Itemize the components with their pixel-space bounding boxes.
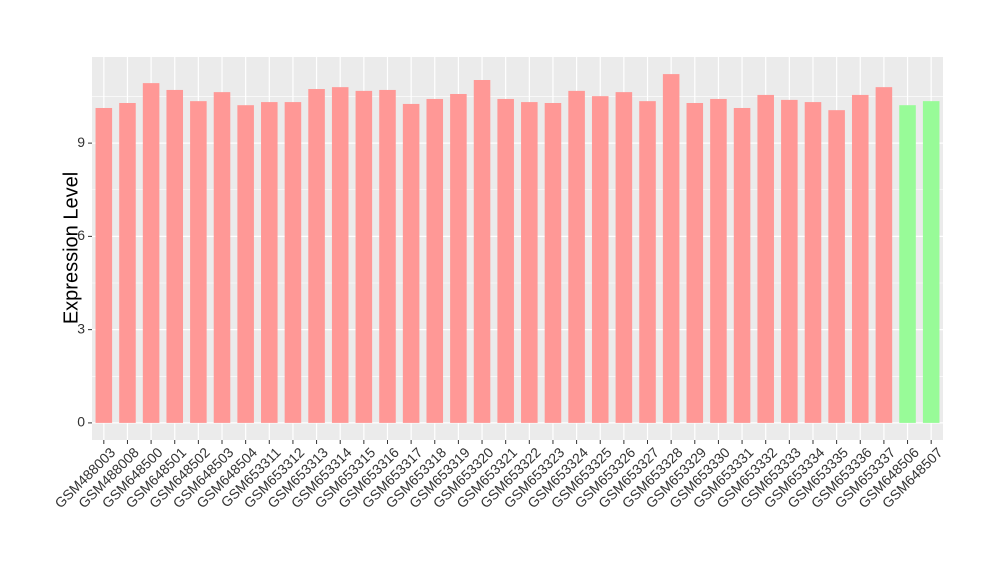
bar (261, 102, 278, 423)
bar (497, 98, 514, 423)
bar (757, 94, 774, 423)
bar (355, 90, 373, 423)
y-tick-label: 0 (77, 414, 85, 430)
bar (544, 103, 562, 423)
y-tick-label: 9 (77, 134, 85, 150)
bar (591, 96, 609, 423)
bar (426, 98, 444, 423)
bar (568, 90, 585, 423)
bars (95, 74, 940, 423)
bar (662, 74, 680, 423)
bar (402, 103, 420, 423)
bar (733, 107, 751, 423)
bar (190, 101, 207, 423)
bar (899, 105, 916, 423)
bar (308, 89, 325, 423)
bar (521, 102, 538, 423)
bar (922, 101, 940, 423)
bar (615, 92, 633, 423)
y-axis-title: Expression Level (60, 172, 82, 324)
bar (710, 98, 727, 423)
bar (450, 93, 467, 423)
bar (284, 102, 302, 423)
bar (379, 89, 396, 423)
y-tick-label: 3 (77, 320, 85, 336)
bar (213, 92, 231, 423)
bar (142, 83, 160, 423)
bar (237, 105, 254, 423)
bar (331, 87, 349, 423)
bar (473, 80, 491, 423)
bar (875, 87, 893, 423)
bar (804, 102, 822, 423)
bar (166, 89, 184, 423)
bar (828, 110, 845, 423)
bar (781, 99, 798, 423)
bar (851, 94, 869, 423)
y-tick-label: 6 (77, 227, 85, 243)
bar (119, 103, 136, 423)
bar (639, 101, 656, 423)
bar (95, 107, 113, 423)
bar (686, 103, 704, 423)
